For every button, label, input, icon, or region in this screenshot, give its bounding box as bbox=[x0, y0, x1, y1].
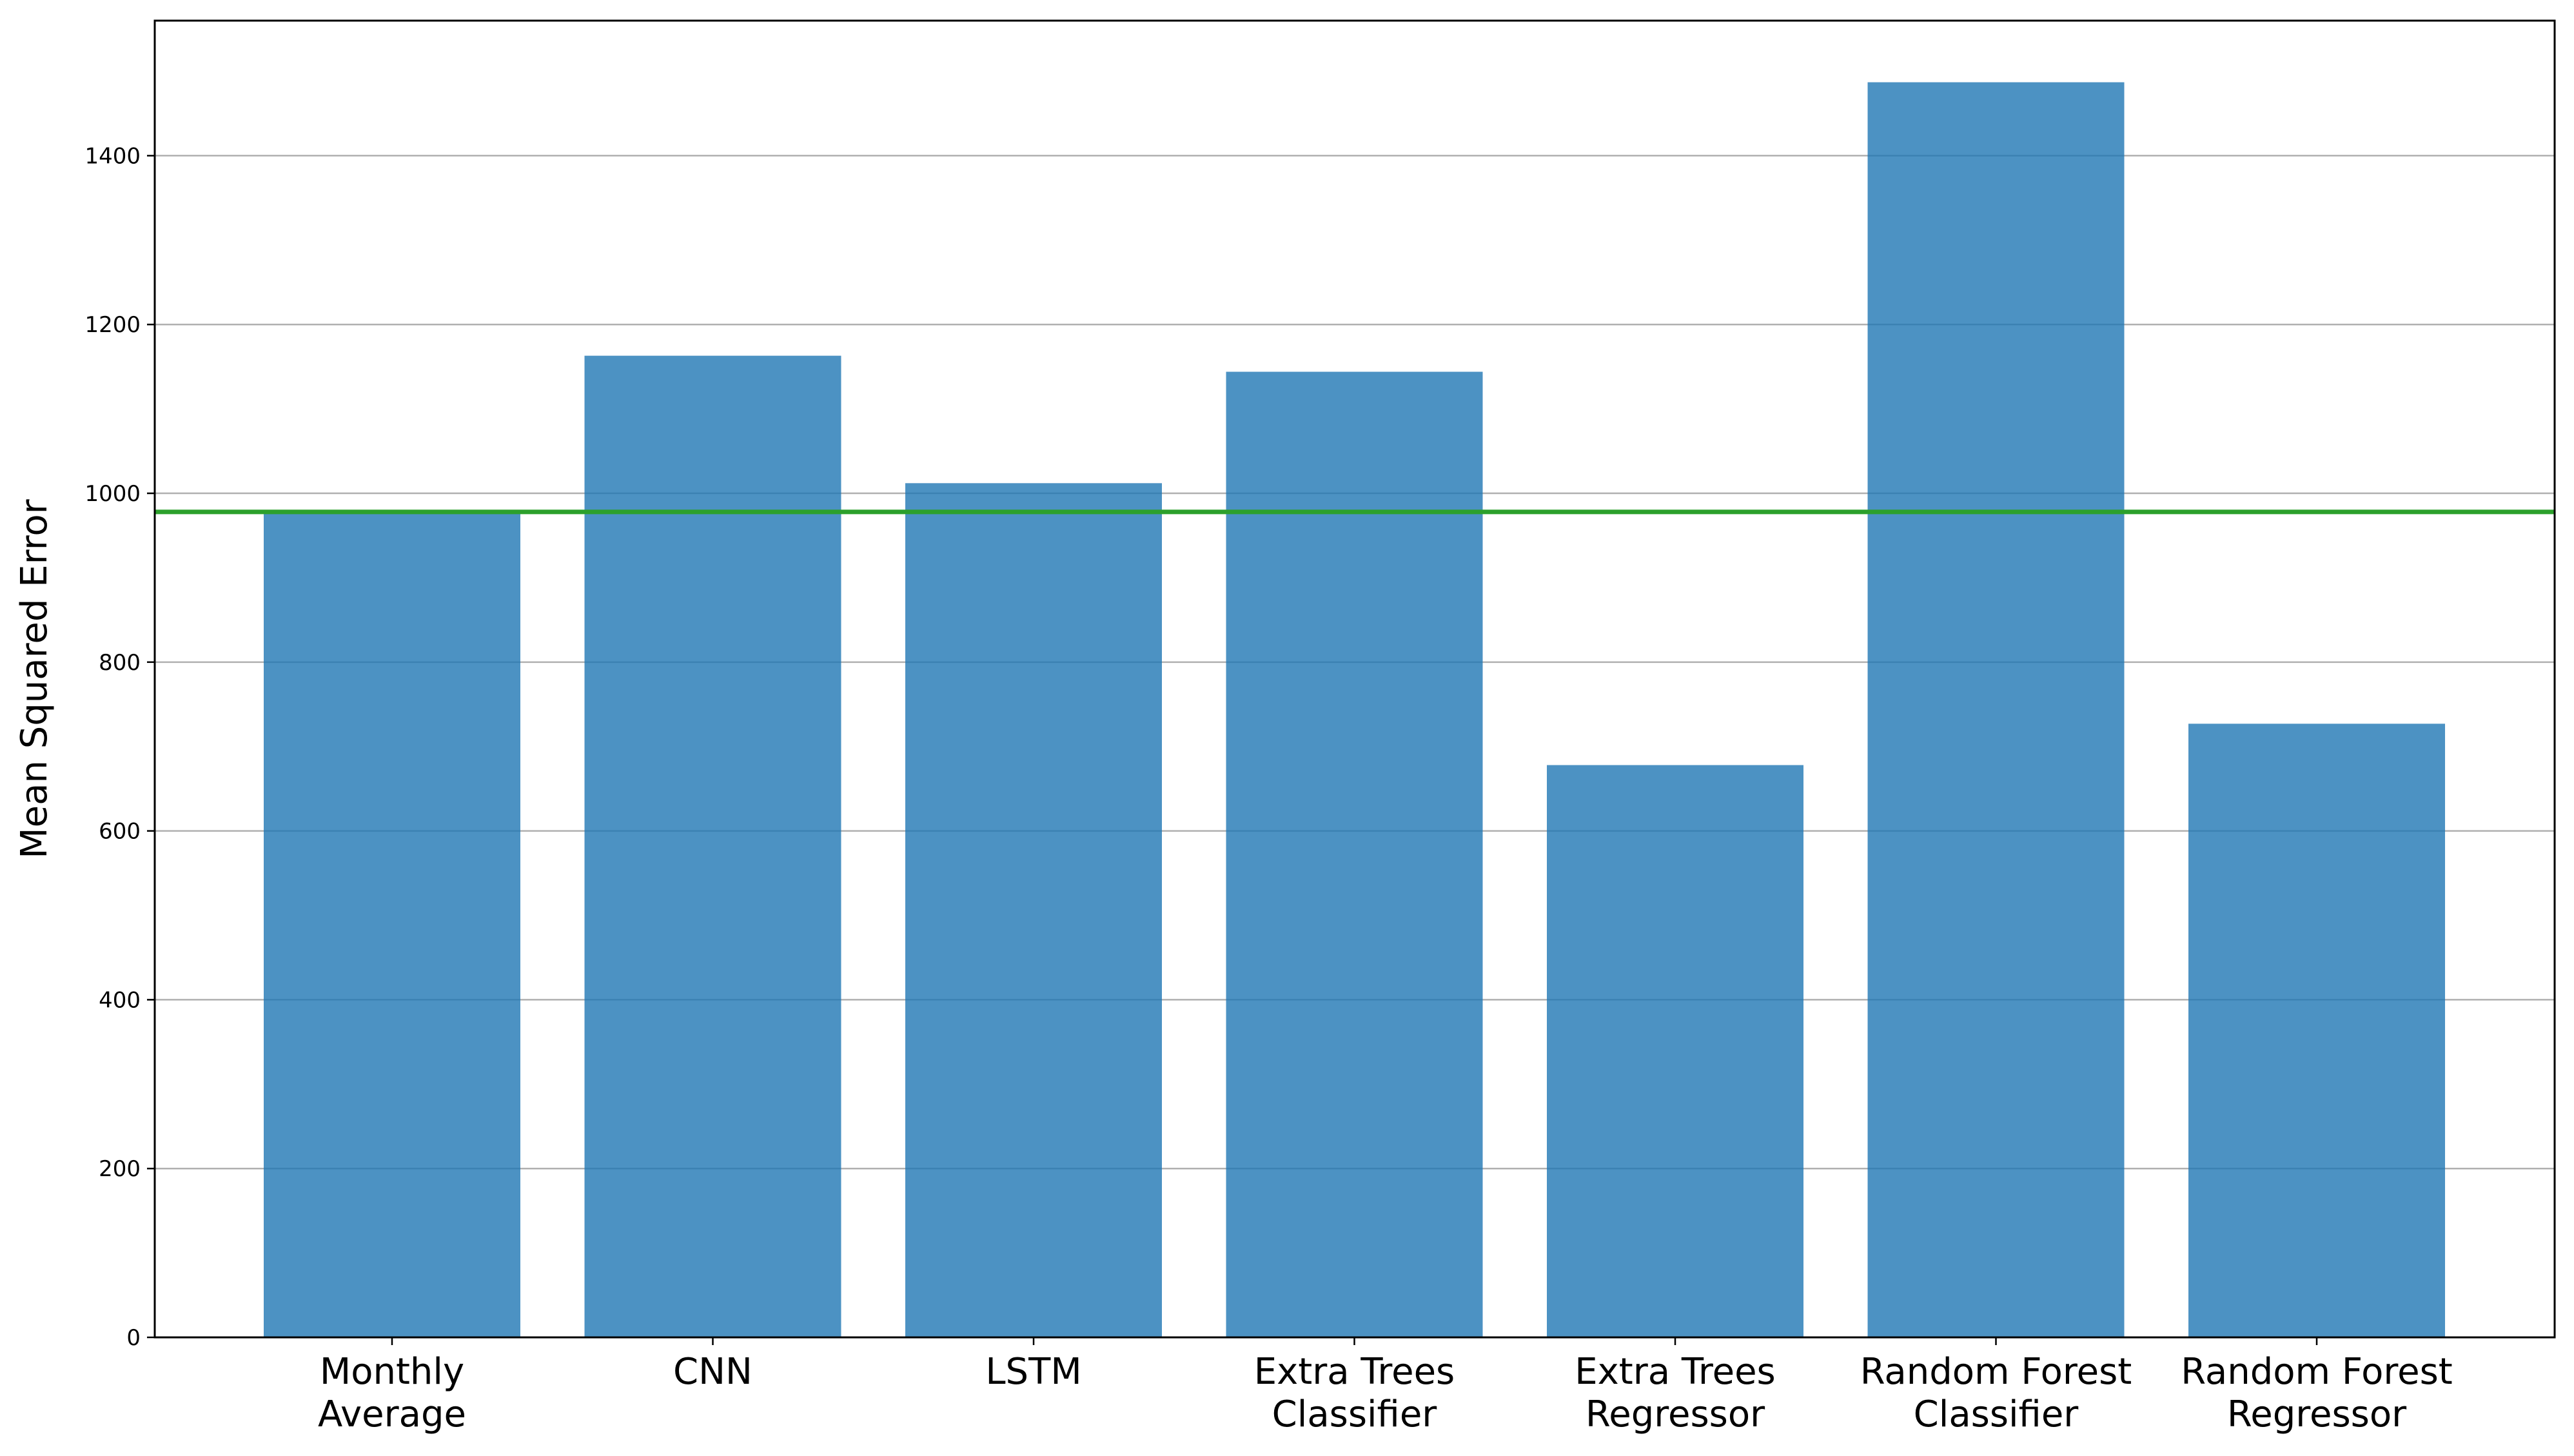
x-tick-label-line: Classifier bbox=[1914, 1393, 2079, 1435]
x-tick-label-line: CNN bbox=[673, 1351, 752, 1393]
y-tick-label: 1200 bbox=[84, 312, 141, 338]
x-tick-label-line: Extra Trees bbox=[1254, 1351, 1455, 1393]
x-tick-label-line: LSTM bbox=[985, 1351, 1081, 1393]
y-tick-label: 200 bbox=[99, 1156, 141, 1182]
y-tick-label: 400 bbox=[99, 987, 141, 1013]
bar bbox=[2188, 723, 2445, 1337]
x-tick-label-line: Monthly bbox=[320, 1351, 464, 1393]
bar bbox=[1547, 765, 1803, 1337]
y-tick-label: 800 bbox=[99, 650, 141, 676]
bar bbox=[264, 511, 520, 1338]
x-tick-label-line: Classifier bbox=[1272, 1393, 1438, 1435]
x-tick-label-line: Extra Trees bbox=[1575, 1351, 1775, 1393]
x-tick-label: CNN bbox=[673, 1351, 752, 1393]
y-tick-label: 0 bbox=[126, 1325, 141, 1351]
bars bbox=[264, 82, 2445, 1338]
x-tick-label: Random Forest Classifier bbox=[1860, 1351, 2132, 1435]
x-tick-label: Monthly Average bbox=[318, 1351, 466, 1435]
y-axis-title: Mean Squared Error bbox=[14, 498, 55, 858]
x-tick-label: LSTM bbox=[985, 1351, 1081, 1393]
y-axis-ticks: 0 200 400 600 800 1000 1200 1400 bbox=[84, 143, 155, 1351]
y-tick-label: 600 bbox=[99, 819, 141, 845]
bar bbox=[584, 355, 841, 1337]
x-tick-label: Random Forest Regressor bbox=[2181, 1351, 2453, 1435]
x-tick-label-line: Average bbox=[318, 1393, 466, 1435]
bar bbox=[1867, 82, 2125, 1337]
y-tick-label: 1400 bbox=[84, 143, 141, 169]
x-tick-label: Extra Trees Classifier bbox=[1254, 1351, 1455, 1435]
bar bbox=[905, 483, 1162, 1338]
y-tick-label: 1000 bbox=[84, 481, 141, 507]
x-tick-label-line: Random Forest bbox=[1860, 1351, 2132, 1393]
x-tick-label-line: Regressor bbox=[2227, 1393, 2407, 1435]
x-tick-label-line: Regressor bbox=[1586, 1393, 1765, 1435]
bar bbox=[1226, 371, 1483, 1337]
x-tick-label: Extra Trees Regressor bbox=[1575, 1351, 1775, 1435]
x-tick-label-line: Random Forest bbox=[2181, 1351, 2453, 1393]
